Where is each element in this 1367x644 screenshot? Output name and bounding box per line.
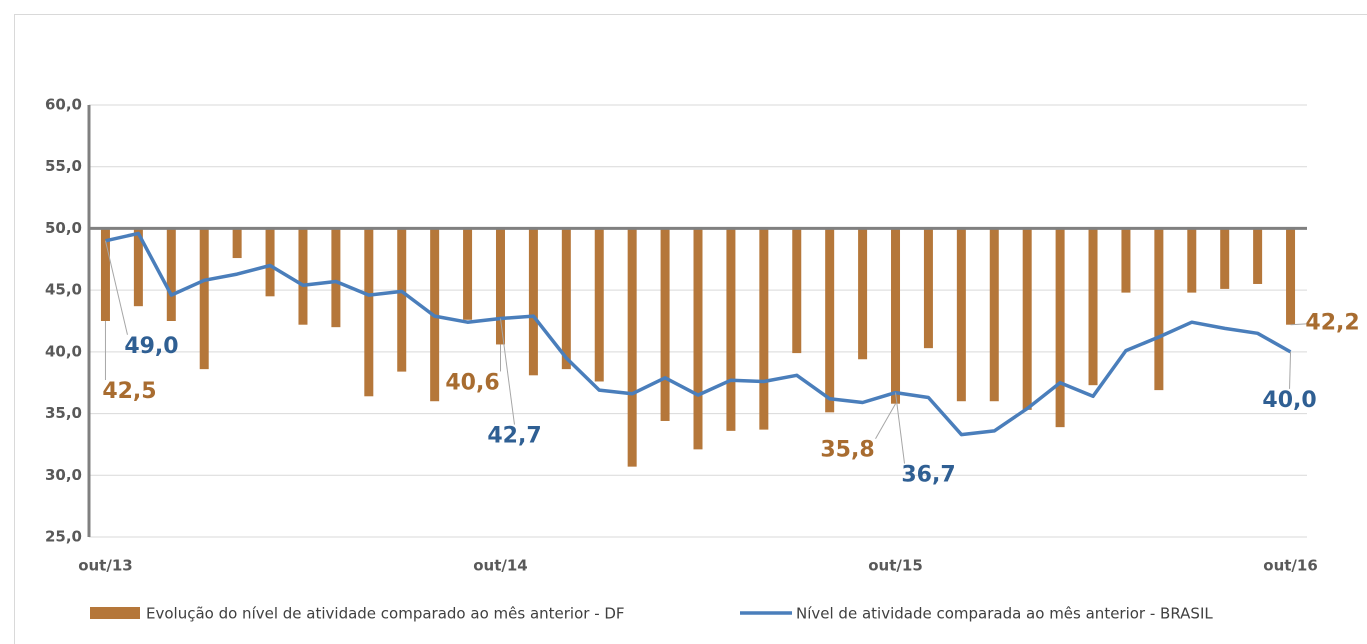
bar — [759, 228, 769, 430]
bar — [232, 228, 242, 259]
bar — [265, 228, 275, 297]
x-tick-label: out/14 — [473, 557, 528, 575]
labels: 25,0 30,0 35,0 40,0 45,0 50,0 55,0 60,0 out/13 ou… — [45, 96, 1360, 575]
bar — [1022, 228, 1032, 410]
y-tick-label: 55,0 — [45, 157, 82, 175]
bar — [726, 228, 736, 431]
legend: Evolução do nível de atividade comparado… — [90, 605, 1213, 623]
bar — [989, 228, 999, 402]
y-tick-label: 25,0 — [45, 528, 82, 546]
bar — [331, 228, 341, 328]
data-label: 42,2 — [1305, 311, 1359, 336]
bar — [660, 228, 670, 421]
bar — [627, 228, 637, 467]
bar — [397, 228, 407, 372]
data-label: 42,5 — [102, 379, 156, 404]
data-label: 40,6 — [445, 370, 499, 395]
data-label: 35,8 — [820, 438, 874, 463]
bar — [1253, 228, 1263, 284]
x-tick-label: out/13 — [78, 557, 133, 575]
bar — [1121, 228, 1131, 293]
bar — [298, 228, 308, 325]
bar — [1187, 228, 1197, 293]
bar — [693, 228, 703, 450]
bar — [891, 228, 901, 404]
leader-line — [499, 318, 515, 425]
x-tick-label: out/15 — [868, 557, 923, 575]
bar — [1286, 228, 1296, 325]
bars — [100, 228, 1296, 467]
data-label: 40,0 — [1262, 388, 1316, 413]
y-tick-label: 45,0 — [45, 281, 82, 299]
leader-line — [875, 403, 896, 439]
leader-line — [104, 240, 128, 335]
bar — [463, 228, 473, 320]
bar — [1055, 228, 1065, 428]
y-tick-label: 35,0 — [45, 404, 82, 422]
leader-line — [1290, 323, 1309, 326]
y-tick-label: 30,0 — [45, 466, 82, 484]
legend-swatch — [90, 607, 140, 619]
leader-line — [895, 392, 906, 464]
y-tick-label: 50,0 — [45, 219, 82, 237]
y-tick-label: 40,0 — [45, 342, 82, 360]
bar — [364, 228, 374, 397]
bar — [594, 228, 604, 382]
leader-line — [1289, 351, 1292, 389]
legend-label: Evolução do nível de atividade comparado… — [146, 605, 625, 623]
bar — [133, 228, 143, 307]
legend-label: Nível de atividade comparada ao mês ante… — [796, 605, 1213, 623]
bar — [1154, 228, 1164, 391]
x-tick-label: out/16 — [1263, 557, 1318, 575]
bar — [495, 228, 505, 345]
bar — [923, 228, 933, 349]
bar — [792, 228, 802, 354]
axes — [87, 105, 1307, 537]
y-tick-label: 60,0 — [45, 96, 82, 114]
bar — [1088, 228, 1098, 386]
bar — [199, 228, 209, 370]
data-label: 49,0 — [124, 334, 178, 359]
data-label: 42,7 — [487, 424, 541, 449]
data-label: 36,7 — [901, 463, 955, 488]
bar — [528, 228, 538, 376]
bar — [100, 228, 110, 321]
bar — [956, 228, 966, 402]
bar — [825, 228, 835, 413]
bar — [858, 228, 868, 360]
lines — [105, 231, 1292, 437]
chart-frame — [14, 14, 1367, 644]
line — [105, 231, 1292, 437]
bar — [166, 228, 176, 321]
bar — [1220, 228, 1230, 289]
bar — [561, 228, 571, 370]
